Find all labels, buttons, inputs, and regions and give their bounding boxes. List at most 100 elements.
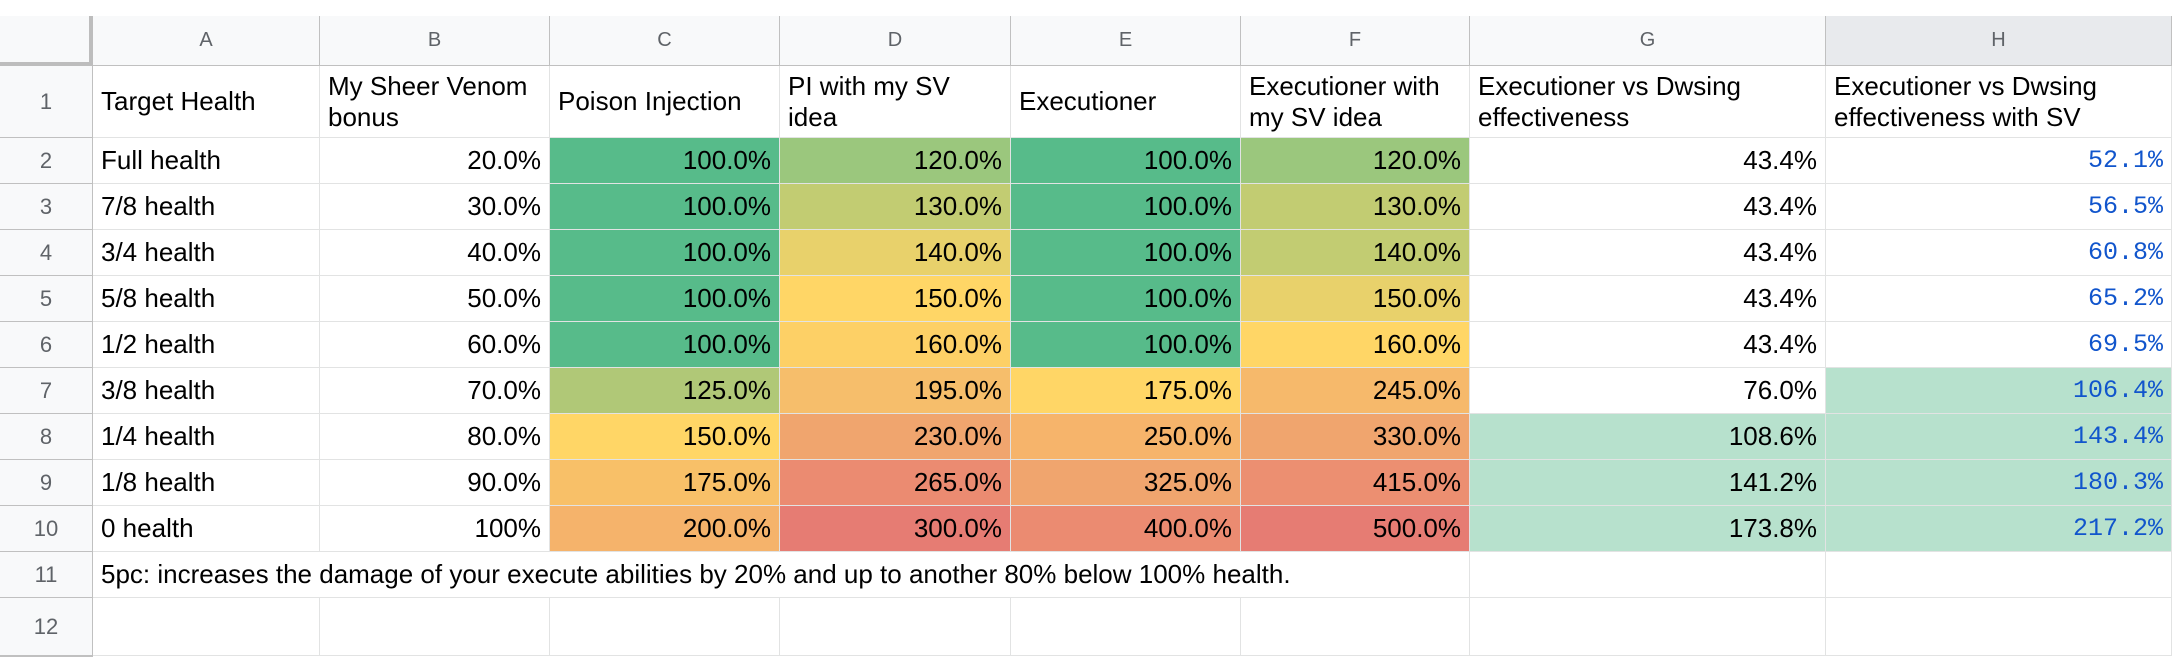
cell-e4[interactable]: 100.0%: [1011, 230, 1241, 276]
cell-e5[interactable]: 100.0%: [1011, 276, 1241, 322]
cell-a6[interactable]: 1/2 health: [93, 322, 320, 368]
column-header-d[interactable]: D: [780, 16, 1011, 66]
cell-a8[interactable]: 1/4 health: [93, 414, 320, 460]
empty-cell-b13[interactable]: [320, 598, 550, 656]
column-header-c[interactable]: C: [550, 16, 780, 66]
cell-f3[interactable]: 130.0%: [1241, 184, 1470, 230]
column-header-g[interactable]: G: [1470, 16, 1826, 66]
row-header-8[interactable]: 8: [0, 414, 93, 460]
cell-b3[interactable]: 30.0%: [320, 184, 550, 230]
cell-e10[interactable]: 400.0%: [1011, 506, 1241, 552]
empty-cell-g13[interactable]: [1470, 598, 1826, 656]
cell-f2[interactable]: 120.0%: [1241, 138, 1470, 184]
row-header-11[interactable]: 11: [0, 552, 93, 598]
row-header-10[interactable]: 10: [0, 506, 93, 552]
cell-b6[interactable]: 60.0%: [320, 322, 550, 368]
cell-c8[interactable]: 150.0%: [550, 414, 780, 460]
empty-cell-d11[interactable]: [780, 506, 1011, 552]
row-header-12[interactable]: 12: [0, 598, 93, 656]
header-cell-f[interactable]: Executioner with my SV idea: [1241, 66, 1470, 138]
cell-d2[interactable]: 120.0%: [780, 138, 1011, 184]
cell-c6[interactable]: 100.0%: [550, 322, 780, 368]
cell-g2[interactable]: 43.4%: [1470, 138, 1826, 184]
empty-cell-h12[interactable]: [1826, 552, 2172, 598]
cell-b4[interactable]: 40.0%: [320, 230, 550, 276]
empty-cell-f13[interactable]: [1241, 598, 1470, 656]
cell-a7[interactable]: 3/8 health: [93, 368, 320, 414]
cell-a3[interactable]: 7/8 health: [93, 184, 320, 230]
empty-cell-c13[interactable]: [550, 598, 780, 656]
note-cell-a12[interactable]: 5pc: increases the damage of your execut…: [93, 552, 1470, 598]
cell-a5[interactable]: 5/8 health: [93, 276, 320, 322]
column-header-b[interactable]: B: [320, 16, 550, 66]
header-cell-b[interactable]: My Sheer Venom bonus: [320, 66, 550, 138]
empty-cell-h11[interactable]: [1826, 506, 2172, 552]
header-cell-d[interactable]: PI with my SV idea: [780, 66, 1011, 138]
empty-cell-g12[interactable]: [1470, 552, 1826, 598]
cell-h2[interactable]: 52.1%: [1826, 138, 2172, 184]
column-header-f[interactable]: F: [1241, 16, 1470, 66]
cell-a4[interactable]: 3/4 health: [93, 230, 320, 276]
empty-cell-f11[interactable]: [1241, 506, 1470, 552]
cell-g3[interactable]: 43.4%: [1470, 184, 1826, 230]
row-header-9[interactable]: 9: [0, 460, 93, 506]
cell-c7[interactable]: 125.0%: [550, 368, 780, 414]
cell-d10[interactable]: 300.0%: [780, 506, 1011, 552]
row-header-7[interactable]: 7: [0, 368, 93, 414]
cell-g7[interactable]: 76.0%: [1470, 368, 1826, 414]
cell-e7[interactable]: 175.0%: [1011, 368, 1241, 414]
row-header-4[interactable]: 4: [0, 230, 93, 276]
cell-h7[interactable]: 106.4%: [1826, 368, 2172, 414]
empty-cell-e11[interactable]: [1011, 506, 1241, 552]
cell-c9[interactable]: 175.0%: [550, 460, 780, 506]
row-header-1[interactable]: 1: [0, 66, 93, 138]
cell-g4[interactable]: 43.4%: [1470, 230, 1826, 276]
empty-cell-h13[interactable]: [1826, 598, 2172, 656]
cell-h10[interactable]: 217.2%: [1826, 506, 2172, 552]
cell-d8[interactable]: 230.0%: [780, 414, 1011, 460]
cell-g6[interactable]: 43.4%: [1470, 322, 1826, 368]
cell-d5[interactable]: 150.0%: [780, 276, 1011, 322]
cell-a9[interactable]: 1/8 health: [93, 460, 320, 506]
cell-d4[interactable]: 140.0%: [780, 230, 1011, 276]
empty-cell-a13[interactable]: [93, 598, 320, 656]
cell-f7[interactable]: 245.0%: [1241, 368, 1470, 414]
cell-g9[interactable]: 141.2%: [1470, 460, 1826, 506]
cell-h5[interactable]: 65.2%: [1826, 276, 2172, 322]
empty-cell-a11[interactable]: [93, 506, 320, 552]
cell-h8[interactable]: 143.4%: [1826, 414, 2172, 460]
cell-g8[interactable]: 108.6%: [1470, 414, 1826, 460]
cell-d7[interactable]: 195.0%: [780, 368, 1011, 414]
cell-f6[interactable]: 160.0%: [1241, 322, 1470, 368]
column-header-h[interactable]: H: [1826, 16, 2172, 66]
column-header-e[interactable]: E: [1011, 16, 1241, 66]
cell-d3[interactable]: 130.0%: [780, 184, 1011, 230]
row-header-5[interactable]: 5: [0, 276, 93, 322]
column-header-a[interactable]: A: [93, 16, 320, 66]
cell-f9[interactable]: 415.0%: [1241, 460, 1470, 506]
cell-c5[interactable]: 100.0%: [550, 276, 780, 322]
cell-c10[interactable]: 200.0%: [550, 506, 780, 552]
cell-d6[interactable]: 160.0%: [780, 322, 1011, 368]
cell-f5[interactable]: 150.0%: [1241, 276, 1470, 322]
cell-c3[interactable]: 100.0%: [550, 184, 780, 230]
empty-cell-b11[interactable]: [320, 506, 550, 552]
cell-h4[interactable]: 60.8%: [1826, 230, 2172, 276]
empty-cell-g11[interactable]: [1470, 506, 1826, 552]
cell-h9[interactable]: 180.3%: [1826, 460, 2172, 506]
header-cell-e[interactable]: Executioner: [1011, 66, 1241, 138]
header-cell-a[interactable]: Target Health: [93, 66, 320, 138]
select-all-corner[interactable]: [0, 16, 93, 66]
row-header-6[interactable]: 6: [0, 322, 93, 368]
cell-b5[interactable]: 50.0%: [320, 276, 550, 322]
cell-b9[interactable]: 90.0%: [320, 460, 550, 506]
header-cell-h[interactable]: Executioner vs Dwsing effectiveness with…: [1826, 66, 2172, 138]
cell-f4[interactable]: 140.0%: [1241, 230, 1470, 276]
cell-f8[interactable]: 330.0%: [1241, 414, 1470, 460]
cell-h6[interactable]: 69.5%: [1826, 322, 2172, 368]
cell-d9[interactable]: 265.0%: [780, 460, 1011, 506]
cell-b8[interactable]: 80.0%: [320, 414, 550, 460]
cell-e8[interactable]: 250.0%: [1011, 414, 1241, 460]
cell-e9[interactable]: 325.0%: [1011, 460, 1241, 506]
row-header-2[interactable]: 2: [0, 138, 93, 184]
